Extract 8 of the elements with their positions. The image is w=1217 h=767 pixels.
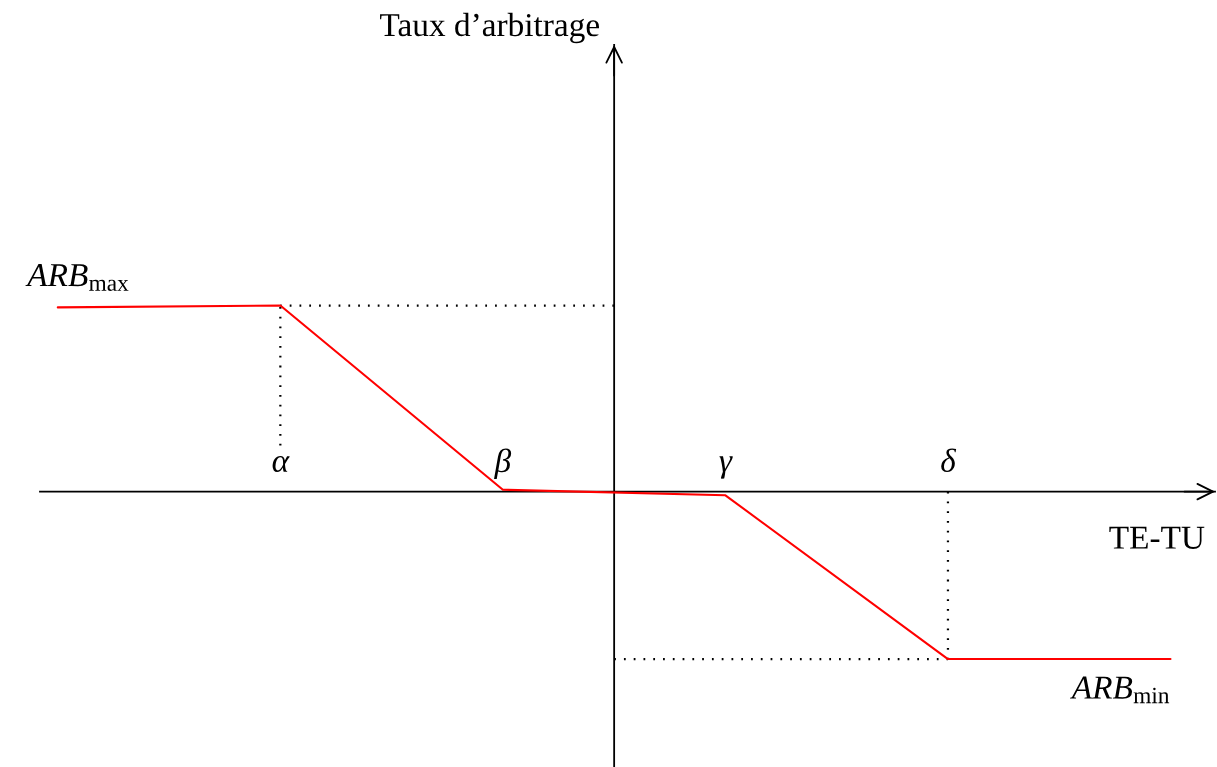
x-axis-title: TE-TU <box>1109 526 1205 549</box>
x-tick-label: δ <box>941 448 957 472</box>
x-tick-label: α <box>272 455 290 473</box>
annotation: ARB$_{max}$ <box>25 264 129 291</box>
annotation: ARB$_{min}$ <box>1070 676 1170 704</box>
text: Taux d’arbitrage <box>380 12 599 44</box>
x-tick-label: γ <box>719 456 733 479</box>
x-tick-label: β <box>494 448 512 480</box>
